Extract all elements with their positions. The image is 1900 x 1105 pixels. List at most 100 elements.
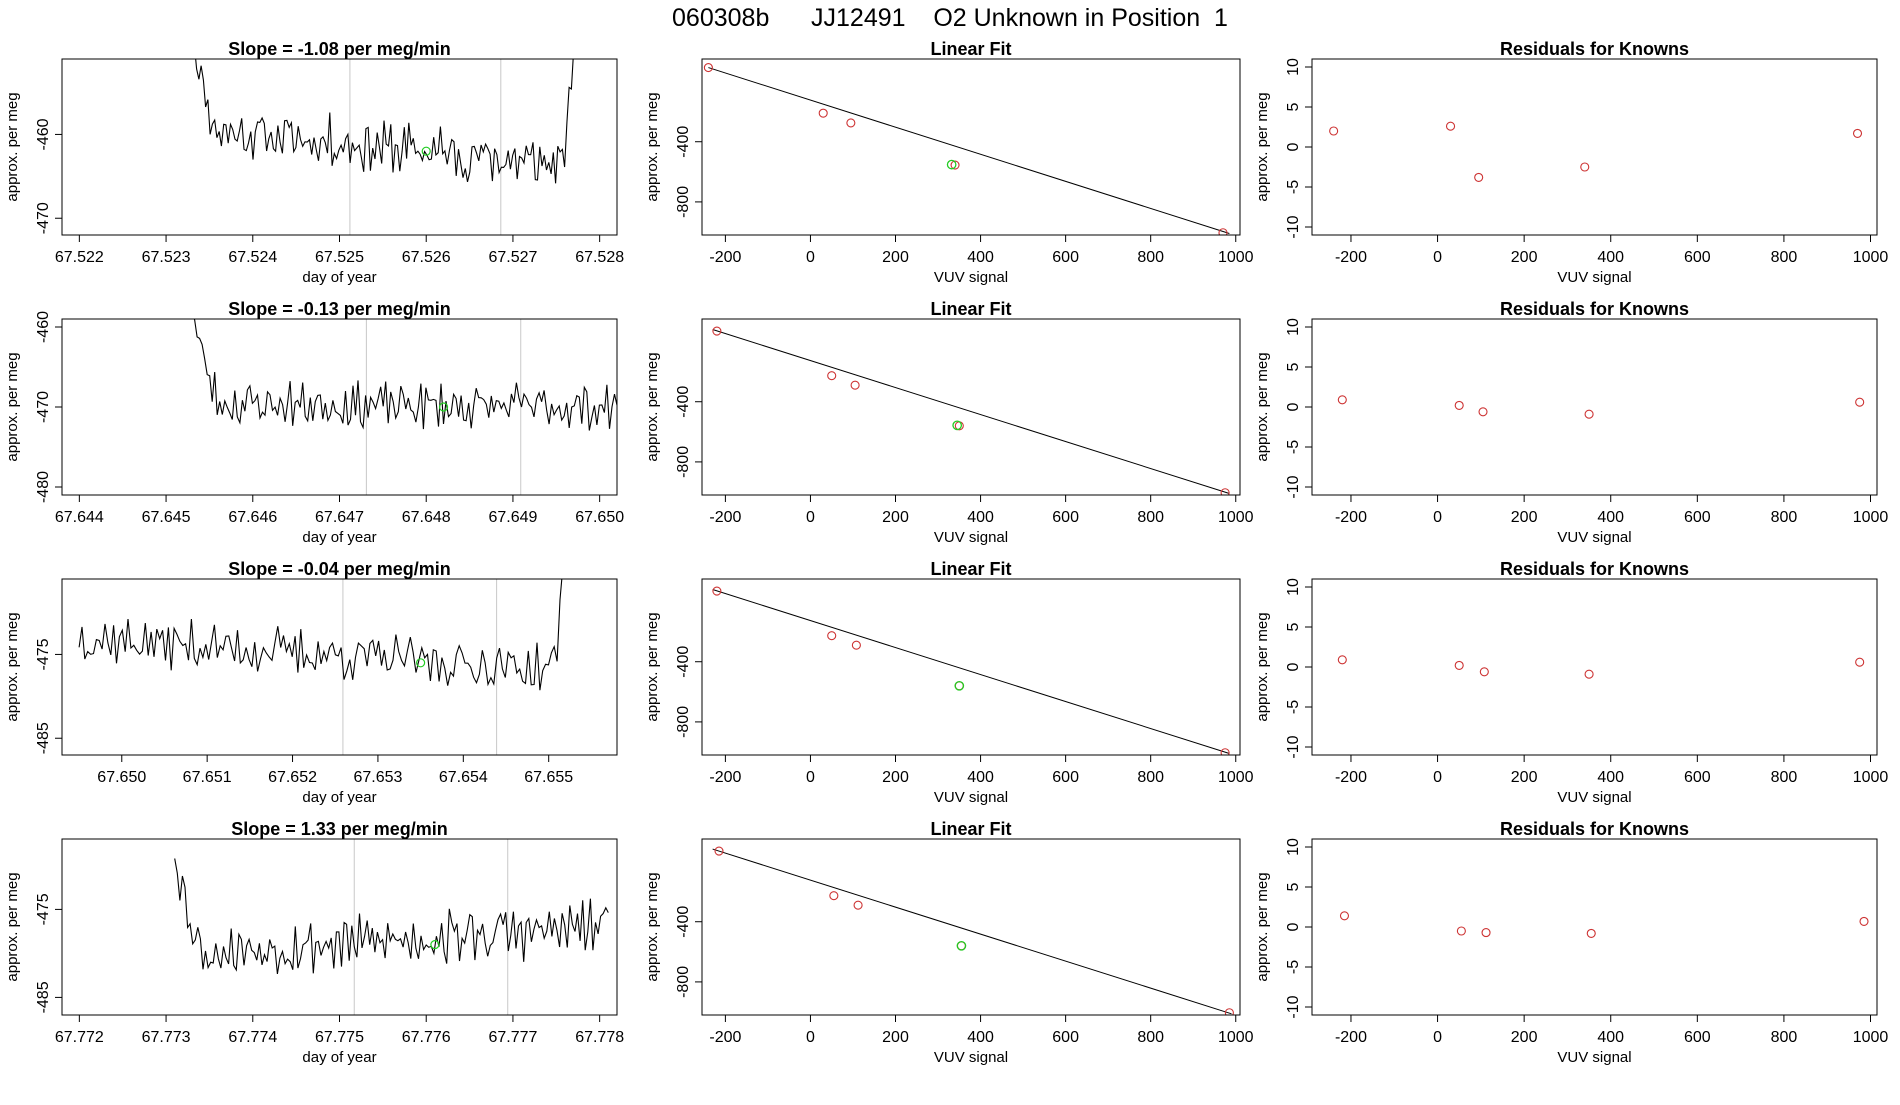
plot-title: Linear Fit	[930, 819, 1011, 839]
residual-point	[1454, 400, 1464, 410]
x-tick-label: 67.777	[488, 1029, 537, 1046]
plot-area	[703, 63, 1230, 235]
residual-point	[1479, 667, 1489, 677]
plot-frame	[1311, 58, 1878, 236]
x-tick-label: 600	[1684, 769, 1711, 786]
x-axis-label: VUV signal	[934, 529, 1008, 546]
x-tick-label: 800	[1137, 249, 1164, 266]
residual-point	[1584, 669, 1594, 679]
plot-frame	[61, 58, 618, 236]
x-tick-label: 67.655	[524, 769, 573, 786]
x-tick-label: 1000	[1218, 1029, 1254, 1046]
x-tick-label: 1000	[1218, 509, 1254, 526]
figure-title: 060308b JJ12491 O2 Unknown in Position 1	[672, 4, 1228, 32]
x-tick-label: 1000	[1853, 1029, 1889, 1046]
y-tick-label: -5	[1285, 440, 1302, 454]
x-axis-label: day of year	[302, 269, 376, 286]
residual-point	[1456, 926, 1466, 936]
y-axis-label: approx. per meg	[4, 872, 21, 981]
fit-row-2: Linear Fit VUV signal approx. per meg -200 0…	[644, 299, 1254, 546]
residual-point	[1580, 162, 1590, 172]
y-axis-label: approx. per meg	[1254, 92, 1271, 201]
x-tick-label: 600	[1052, 249, 1079, 266]
plot-area	[1339, 911, 1869, 938]
x-tick-label: 67.644	[55, 509, 104, 526]
x-tick-label: 67.648	[402, 509, 451, 526]
y-tick-label: -800	[675, 706, 692, 738]
x-axis-label: VUV signal	[934, 789, 1008, 806]
y-tick-label: 5	[1285, 622, 1302, 631]
fit-line	[712, 589, 1230, 754]
fit-row-3: Linear Fit VUV signal approx. per meg -200 0…	[644, 559, 1254, 806]
y-tick-label: -5	[1285, 700, 1302, 714]
y-tick-label: -475	[35, 638, 52, 670]
y-tick-label: -5	[1285, 180, 1302, 194]
plot-area	[195, 59, 574, 235]
x-tick-label: 67.778	[575, 1029, 624, 1046]
x-tick-label: 67.645	[142, 509, 191, 526]
x-tick-label: 0	[806, 1029, 815, 1046]
known-point	[714, 846, 724, 856]
x-tick-label: 200	[882, 1029, 909, 1046]
y-tick-label: -485	[35, 722, 52, 754]
residual-point	[1584, 409, 1594, 419]
x-tick-label: 67.654	[439, 769, 488, 786]
residuals-row-3: Residuals for Knowns VUV signal approx. pe…	[1254, 559, 1888, 806]
x-tick-label: 600	[1052, 769, 1079, 786]
x-axis-label: VUV signal	[1557, 529, 1631, 546]
x-tick-label: 600	[1684, 1029, 1711, 1046]
y-tick-label: 10	[1285, 58, 1302, 76]
fit-row-1: Linear Fit VUV signal approx. per meg -200 0…	[644, 39, 1254, 286]
x-tick-label: 67.775	[315, 1029, 364, 1046]
timeseries-row-4: Slope = 1.33 per meg/min day of year appro…	[4, 819, 624, 1066]
x-tick-label: 800	[1771, 249, 1798, 266]
x-tick-label: 400	[1597, 1029, 1624, 1046]
y-tick-label: 0	[1285, 662, 1302, 671]
x-tick-label: -200	[709, 249, 741, 266]
x-tick-label: 0	[1433, 769, 1442, 786]
y-tick-label: -10	[1285, 735, 1302, 758]
y-tick-label: 10	[1285, 838, 1302, 856]
x-tick-label: 67.647	[315, 509, 364, 526]
residual-point	[1474, 172, 1484, 182]
known-point	[853, 900, 863, 910]
residual-point	[1337, 655, 1347, 665]
x-tick-label: 200	[1511, 1029, 1538, 1046]
timeseries-row-2: Slope = -0.13 per meg/min day of year appr…	[4, 299, 624, 546]
y-axis-label: approx. per meg	[4, 352, 21, 461]
known-point	[712, 326, 722, 336]
plot-area	[78, 579, 563, 755]
plot-frame	[1311, 838, 1878, 1016]
y-axis-label: approx. per meg	[4, 612, 21, 721]
y-axis-label: approx. per meg	[644, 872, 661, 981]
unknown-point	[954, 680, 965, 691]
timeseries-row-3: Slope = -0.04 per meg/min day of year appr…	[4, 559, 618, 806]
residuals-row-2: Residuals for Knowns VUV signal approx. pe…	[1254, 299, 1888, 546]
y-tick-label: -460	[35, 118, 52, 150]
x-tick-label: 400	[967, 769, 994, 786]
x-tick-label: 800	[1137, 1029, 1164, 1046]
x-tick-label: 400	[1597, 769, 1624, 786]
x-tick-label: 1000	[1218, 249, 1254, 266]
y-axis-label: approx. per meg	[644, 352, 661, 461]
plot-frame	[61, 578, 618, 756]
y-axis-label: approx. per meg	[1254, 612, 1271, 721]
plot-frame	[61, 318, 618, 496]
residual-point	[1478, 407, 1488, 417]
x-tick-label: 67.650	[575, 509, 624, 526]
x-tick-label: 0	[806, 769, 815, 786]
data-line	[193, 319, 617, 431]
fit-line	[712, 848, 1232, 1015]
y-tick-label: 5	[1285, 362, 1302, 371]
y-axis-label: approx. per meg	[1254, 872, 1271, 981]
y-tick-label: -800	[675, 186, 692, 218]
timeseries-row-1: Slope = -1.08 per meg/min day of year appr…	[4, 39, 624, 286]
x-tick-label: 0	[806, 509, 815, 526]
plot-title: Slope = -0.13 per meg/min	[228, 299, 451, 319]
x-tick-label: -200	[709, 509, 741, 526]
x-tick-label: -200	[1335, 769, 1367, 786]
x-tick-label: 67.776	[402, 1029, 451, 1046]
known-point	[1220, 748, 1230, 755]
data-line	[78, 579, 563, 691]
known-point	[703, 63, 713, 73]
